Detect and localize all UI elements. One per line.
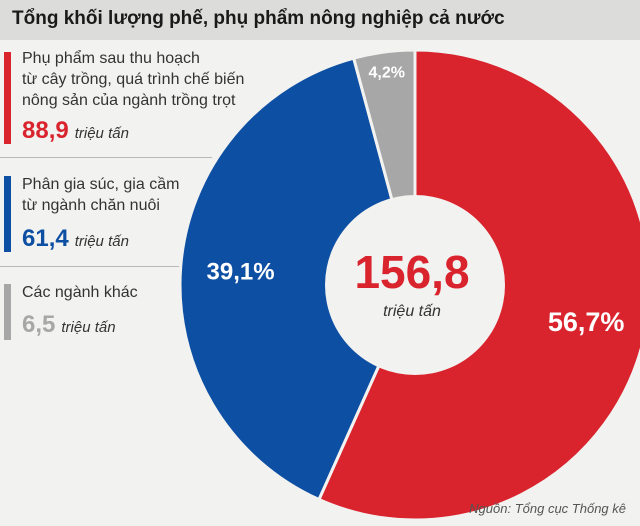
slice-labels: 56,7% 39,1% 4,2% <box>207 64 625 337</box>
legend-value-unit: triệu tấn <box>74 125 129 142</box>
legend-line: từ cây trồng, quá trình chế biến <box>22 71 245 88</box>
center-unit: triệu tấn <box>383 303 441 320</box>
legend-value: 88,9 triệu tấn <box>22 118 129 147</box>
legend-line: từ ngành chăn nuôi <box>22 197 160 214</box>
legend-description: Các ngành khác <box>22 282 302 303</box>
chart-title: Tổng khối lượng phế, phụ phẩm nông nghiệ… <box>12 8 505 29</box>
legend-line: Các ngành khác <box>22 284 138 301</box>
legend-value-number: 61,4 <box>22 225 69 252</box>
legend-value-number: 6,5 <box>22 311 56 338</box>
title-bar <box>0 0 640 40</box>
slice-label: 4,2% <box>368 64 404 81</box>
legend-divider <box>0 266 212 267</box>
legend-item-other: Các ngành khác 6,5 triệu tấn <box>0 282 212 342</box>
legend-description: Phân gia súc, gia cầm từ ngành chăn nuôi <box>22 174 302 216</box>
slice-label: 39,1% <box>207 259 275 286</box>
legend-description: Phụ phẩm sau thu hoạch từ cây trồng, quá… <box>22 48 302 111</box>
donut-hole <box>325 195 505 375</box>
donut-slice <box>178 56 417 502</box>
legend-color-bar <box>4 284 11 340</box>
legend-color-bar <box>4 176 11 252</box>
legend-divider <box>0 157 212 158</box>
legend-color-bar <box>4 52 11 144</box>
legend-value-unit: triệu tấn <box>74 233 129 250</box>
legend-value-number: 88,9 <box>22 117 69 144</box>
legend-line: nông sản của ngành trồng trọt <box>22 92 236 109</box>
source-note: Nguồn: Tổng cục Thống kê <box>469 501 626 516</box>
legend-value: 61,4 triệu tấn <box>22 226 129 255</box>
legend-item-crops: Phụ phẩm sau thu hoạch từ cây trồng, quá… <box>0 48 244 148</box>
legend-item-livestock: Phân gia súc, gia cầm từ ngành chăn nuôi… <box>0 174 212 254</box>
legend-value: 6,5 triệu tấn <box>22 312 116 341</box>
legend-value-unit: triệu tấn <box>61 319 116 336</box>
legend-line: Phân gia súc, gia cầm <box>22 176 180 193</box>
legend-line: Phụ phẩm sau thu hoạch <box>22 50 200 67</box>
center-total: 156,8 <box>354 246 469 298</box>
slice-label: 56,7% <box>548 307 625 337</box>
